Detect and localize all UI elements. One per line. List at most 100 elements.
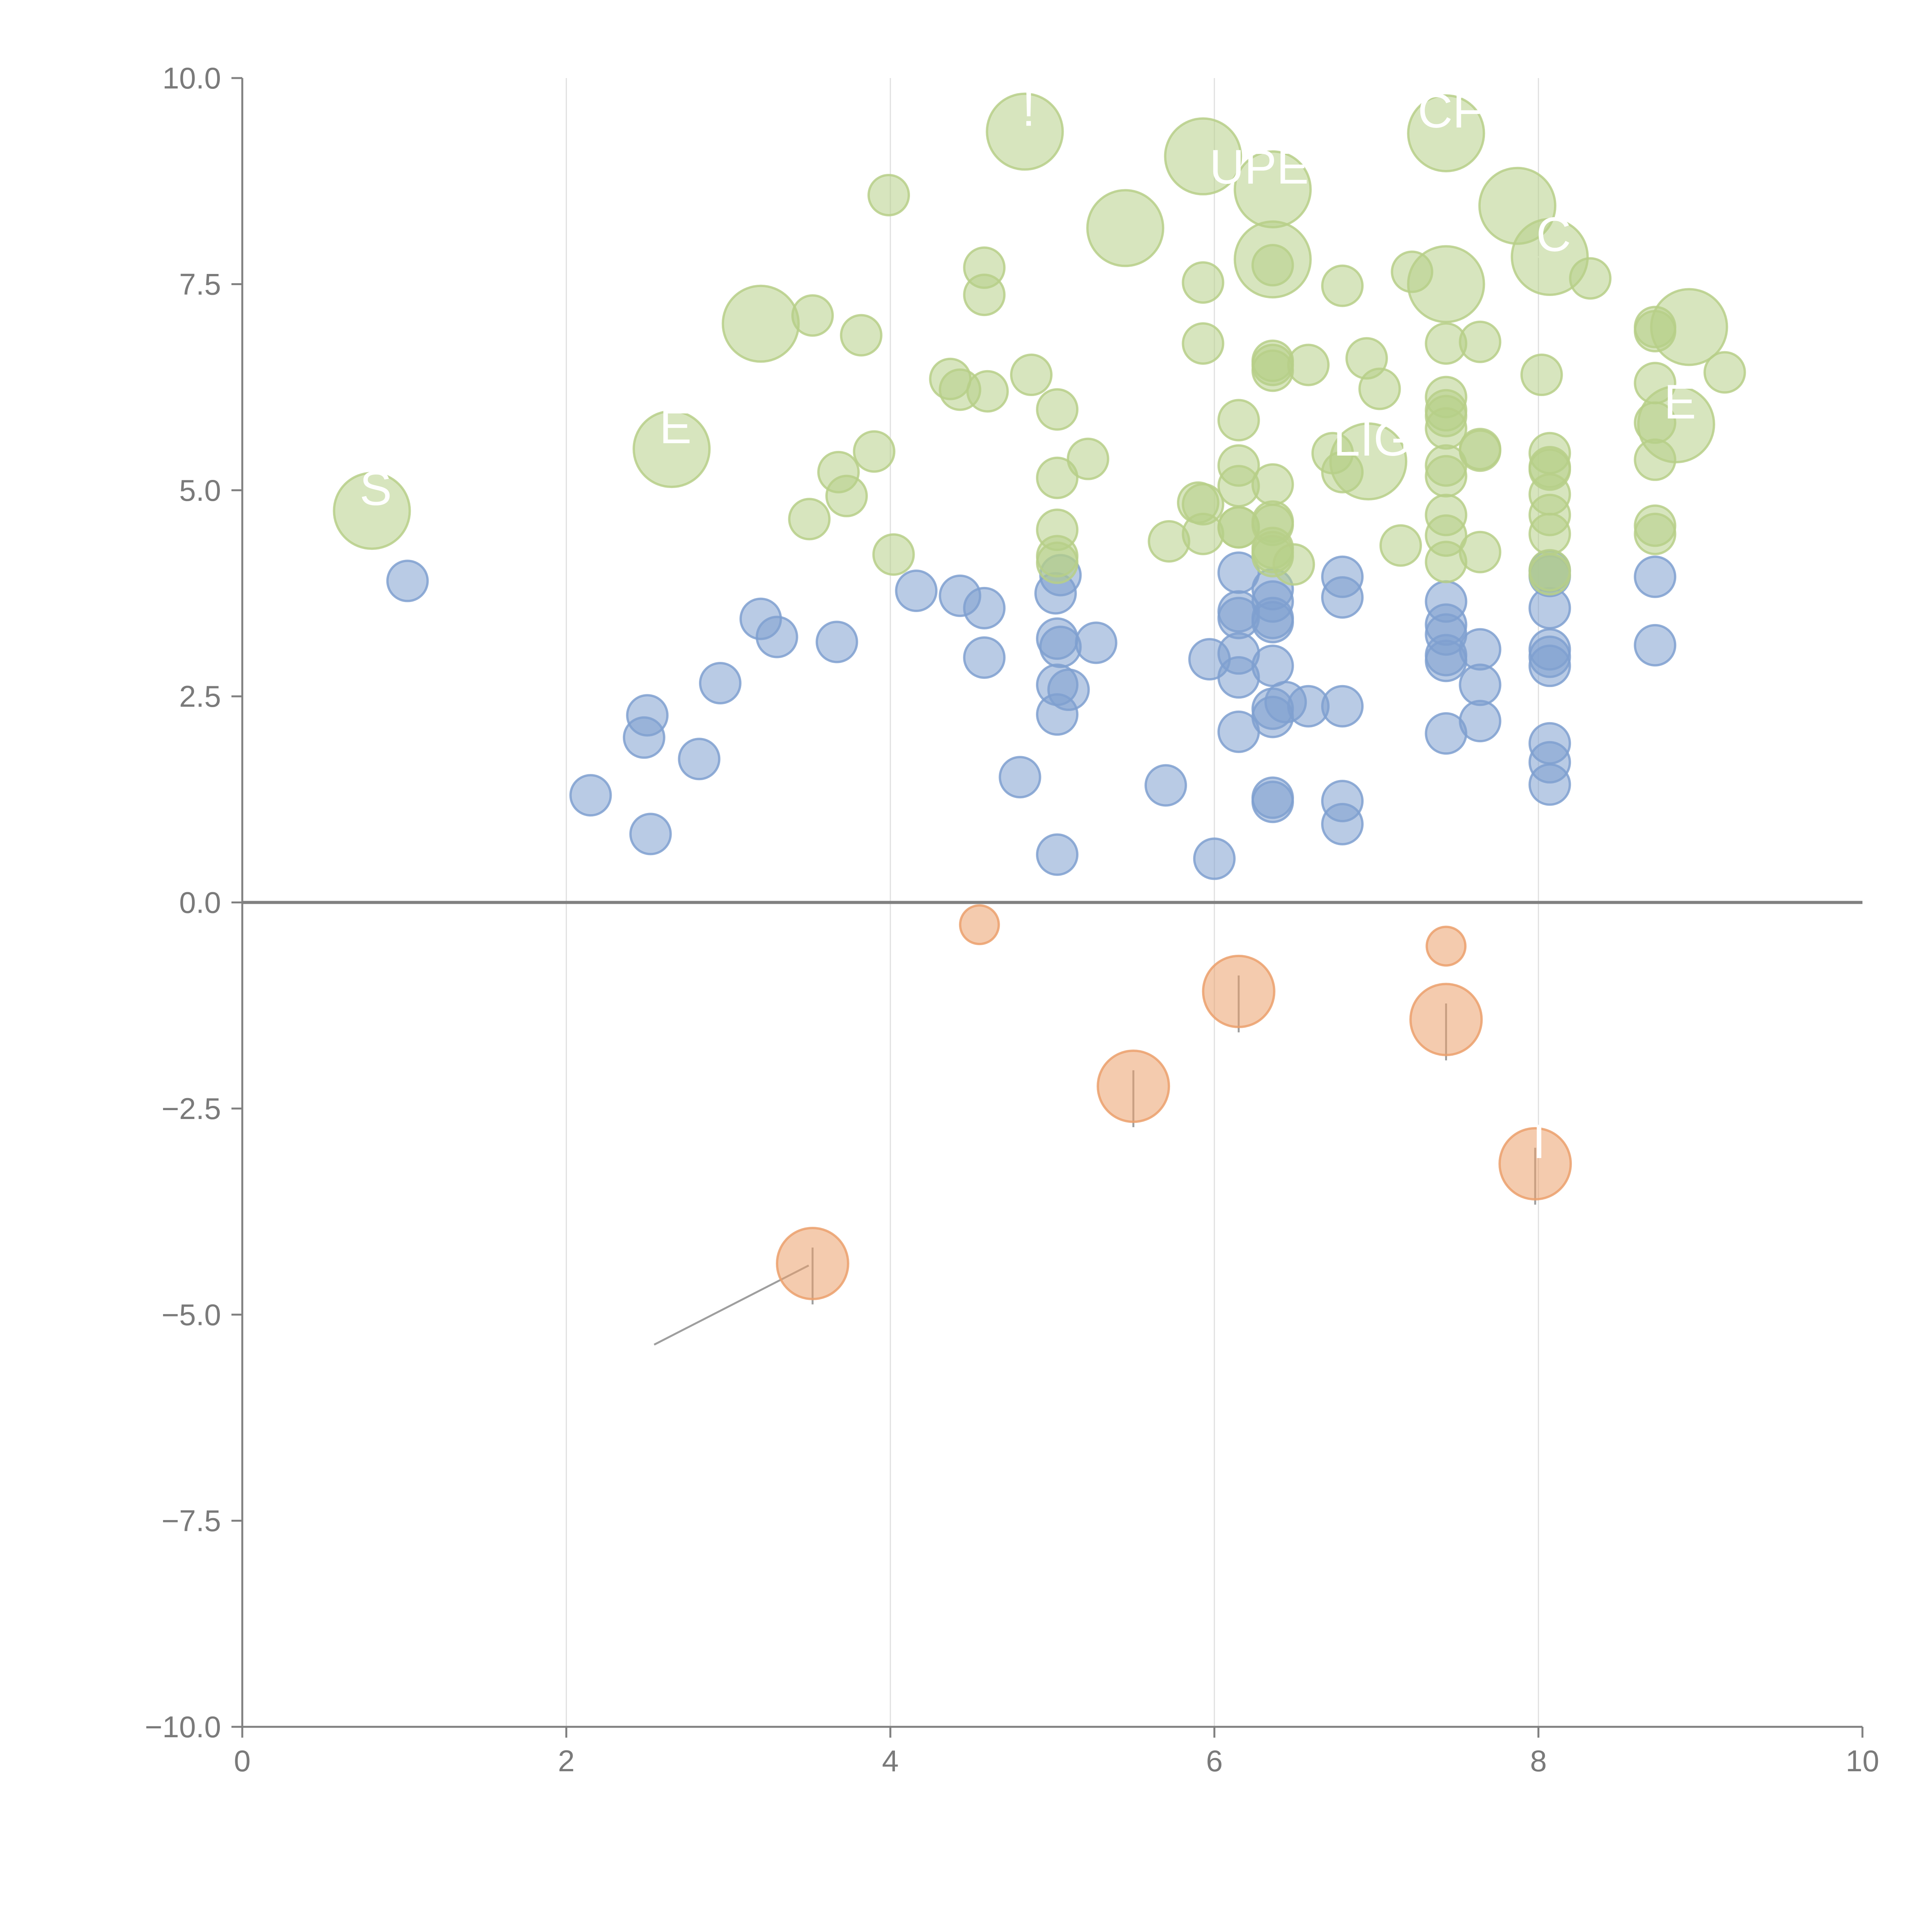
green-point xyxy=(1182,322,1225,365)
y-tick-label: 5.0 xyxy=(179,473,221,507)
data-points xyxy=(333,92,1746,1300)
point-label: UPER xyxy=(1209,140,1344,194)
green-point xyxy=(1634,512,1677,555)
point-label: I xyxy=(1532,1115,1546,1168)
blue-point xyxy=(1193,837,1236,880)
green-point xyxy=(1520,354,1563,396)
blue-point xyxy=(629,813,672,855)
green-labeled-point xyxy=(1086,189,1165,267)
green-point xyxy=(1703,351,1746,394)
green-labeled-point xyxy=(1329,422,1408,501)
orange-labeled-point xyxy=(1202,954,1276,1028)
x-tick-label: 0 xyxy=(234,1744,250,1778)
green-point xyxy=(1459,320,1502,363)
green-labeled-point xyxy=(633,410,711,488)
point-label: ! xyxy=(1022,83,1036,136)
green-point xyxy=(963,274,1006,316)
green-labeled-point xyxy=(1510,218,1589,296)
y-tick-label: −5.0 xyxy=(162,1298,221,1332)
x-tick-label: 4 xyxy=(882,1744,899,1778)
orange-labeled-point xyxy=(1097,1049,1170,1123)
blue-point xyxy=(1145,764,1187,807)
green-point xyxy=(1217,399,1260,442)
y-tick-label: 2.5 xyxy=(179,679,221,713)
axes xyxy=(241,78,1862,1728)
green-point xyxy=(1528,553,1571,596)
blue-point xyxy=(699,662,742,704)
green-point xyxy=(840,314,883,357)
blue-point xyxy=(755,616,798,658)
blue-point xyxy=(1251,781,1294,823)
blue-point xyxy=(963,587,1006,629)
point-label: C xyxy=(1536,208,1571,262)
blue-point xyxy=(815,621,858,663)
green-labeled-point xyxy=(1407,245,1485,323)
green-point xyxy=(1182,261,1225,304)
green-point xyxy=(1528,512,1571,555)
blue-point xyxy=(1634,555,1677,598)
blue-point xyxy=(1528,763,1571,806)
green-point xyxy=(1459,429,1502,472)
blue-point xyxy=(1321,685,1364,728)
point-label: S xyxy=(360,462,392,515)
y-tick-label: 0.0 xyxy=(179,886,221,920)
x-tick-label: 2 xyxy=(558,1744,575,1778)
green-point xyxy=(1036,456,1079,499)
green-point xyxy=(788,498,831,541)
blue-point xyxy=(569,774,612,817)
green-labeled-point xyxy=(1407,94,1485,172)
green-point xyxy=(1321,264,1364,307)
point-label: E xyxy=(1664,375,1696,429)
green-point xyxy=(1379,524,1422,567)
green-point xyxy=(853,430,896,473)
y-tick-label: −7.5 xyxy=(162,1504,221,1538)
blue-point xyxy=(1321,576,1364,619)
orange-point xyxy=(1425,925,1467,967)
blue-point xyxy=(678,738,721,781)
blue-point xyxy=(1459,628,1502,671)
blue-point xyxy=(998,756,1041,799)
blue-point xyxy=(1039,626,1082,668)
blue-point xyxy=(386,560,429,602)
ticks: 0 2 4 6 8 10 10.0 7.5 5.0 2.5 0.0 −2.5 −5.0 −7.5 −10.0 xyxy=(145,61,1879,1778)
green-labeled-point xyxy=(1164,117,1242,196)
blue-point xyxy=(895,570,938,612)
green-labeled-point xyxy=(1233,220,1312,299)
point-labels: S E! UPER CF C LIG E I xyxy=(360,83,1696,1168)
green-labeled-point xyxy=(1637,385,1715,464)
green-labeled-point xyxy=(333,472,411,550)
orange-labeled-point xyxy=(776,1226,849,1300)
orange-labeled-point xyxy=(1498,1127,1572,1201)
y-tick-label: 10.0 xyxy=(162,61,221,95)
x-tick-label: 8 xyxy=(1530,1744,1547,1778)
x-tick-label: 6 xyxy=(1206,1744,1223,1778)
blue-point xyxy=(1036,693,1079,736)
blue-point xyxy=(1036,833,1079,876)
blue-point xyxy=(1251,645,1294,687)
blue-point xyxy=(963,636,1006,679)
y-tick-label: 7.5 xyxy=(179,267,221,301)
green-point xyxy=(1251,463,1294,506)
green-point xyxy=(1459,531,1502,573)
green-point xyxy=(1251,349,1294,392)
green-point xyxy=(1425,455,1468,498)
green-point xyxy=(1010,354,1053,396)
point-label: LIG xyxy=(1333,412,1411,466)
x-tick-label: 10 xyxy=(1846,1744,1879,1778)
blue-point xyxy=(622,716,665,759)
green-point xyxy=(1066,437,1109,480)
blue-point xyxy=(1321,803,1364,845)
green-labeled-point xyxy=(1650,288,1728,366)
point-label: E xyxy=(659,400,691,454)
green-point xyxy=(1036,541,1079,584)
green-point xyxy=(1182,512,1225,555)
leader-lines xyxy=(349,129,1701,1346)
blue-point xyxy=(1251,601,1294,644)
green-point xyxy=(1272,543,1315,586)
blue-point xyxy=(1459,663,1502,706)
green-point xyxy=(966,370,1009,413)
blue-point xyxy=(1634,624,1677,667)
green-labeled-point xyxy=(721,284,800,363)
blue-point xyxy=(1459,700,1502,743)
